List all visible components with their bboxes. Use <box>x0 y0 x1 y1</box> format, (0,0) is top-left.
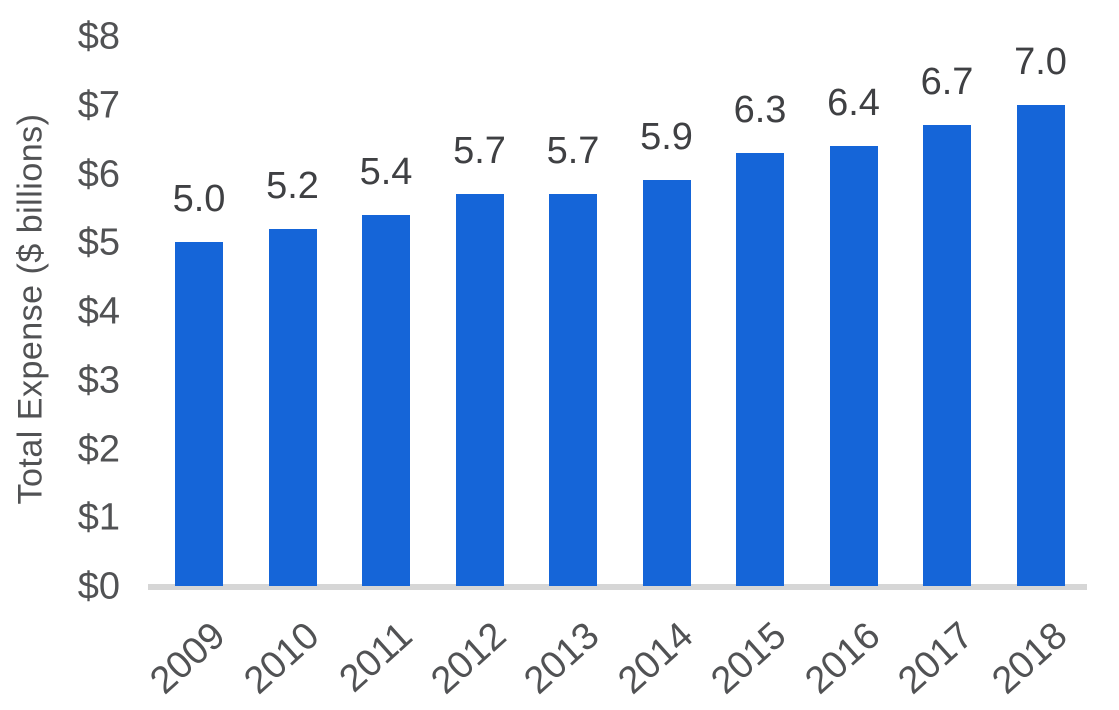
x-tick-label-2010: 2010 <box>236 614 328 703</box>
y-tick-label-5: $5 <box>77 221 120 264</box>
y-tick-label-7: $7 <box>77 84 120 127</box>
x-tick-label-2014: 2014 <box>610 614 702 703</box>
x-tick-label-2017: 2017 <box>890 614 982 703</box>
x-axis-line <box>148 584 1087 590</box>
bar-2013 <box>549 194 597 586</box>
bar-value-label-2010: 5.2 <box>266 164 319 207</box>
bar-value-label-2014: 5.9 <box>640 116 693 159</box>
bar-2011 <box>362 214 410 586</box>
bar-value-label-2017: 6.7 <box>920 61 974 104</box>
bar-value-label-2016: 6.4 <box>827 82 880 124</box>
y-tick-label-4: $4 <box>77 290 120 333</box>
bar-2009 <box>175 242 223 586</box>
x-tick-label-2011: 2011 <box>331 614 421 701</box>
x-tick-label-2018: 2018 <box>984 614 1076 703</box>
x-tick-label-2015: 2015 <box>703 614 795 703</box>
y-tick-label-6: $6 <box>77 153 120 195</box>
bar-2017 <box>923 125 971 586</box>
bar-2015 <box>736 152 784 586</box>
x-tick-label-2016: 2016 <box>797 614 889 703</box>
y-tick-label-2: $2 <box>77 428 120 470</box>
bar-value-label-2018: 7.0 <box>1014 40 1067 83</box>
x-tick-label-2012: 2012 <box>423 614 515 703</box>
bar-value-label-2012: 5.7 <box>453 130 506 173</box>
bar-2010 <box>268 228 317 586</box>
y-tick-label-0: $0 <box>77 565 120 608</box>
bar-value-label-2009: 5.0 <box>172 178 226 221</box>
y-tick-label-8: $8 <box>77 15 120 58</box>
bar-value-label-2015: 6.3 <box>733 88 787 131</box>
bar-value-label-2013: 5.7 <box>546 130 600 173</box>
y-tick-label-3: $3 <box>77 359 120 402</box>
bar-value-label-2011: 5.4 <box>359 150 413 193</box>
y-tick-label-1: $1 <box>77 496 120 539</box>
bar-2012 <box>455 194 504 586</box>
bar-2014 <box>642 180 691 586</box>
bar-2016 <box>829 146 878 586</box>
x-tick-label-2013: 2013 <box>516 614 608 703</box>
x-tick-label-2009: 2009 <box>142 614 234 703</box>
bar-2018 <box>1016 104 1065 586</box>
